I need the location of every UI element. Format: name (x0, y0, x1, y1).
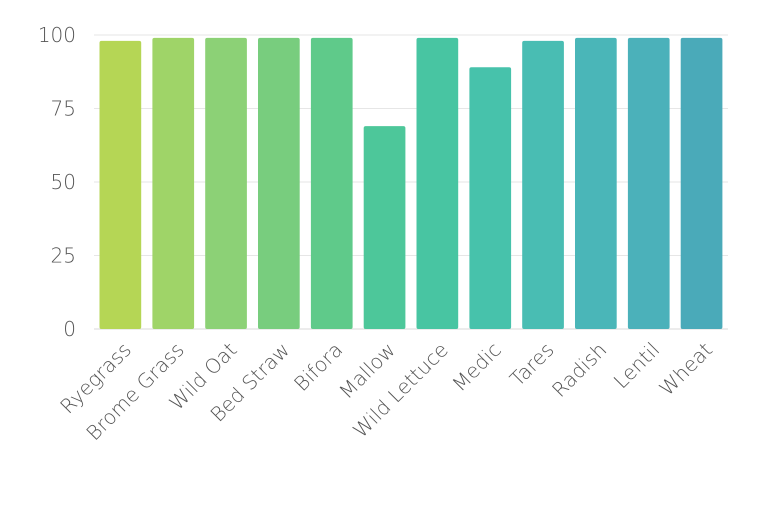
bar-wild-lettuce (416, 37, 459, 330)
bar-tares (522, 40, 564, 330)
bar-lentil (627, 37, 670, 330)
x-category-label: Wheat (654, 338, 717, 401)
bar-wheat (680, 37, 723, 330)
bar-bifora (310, 37, 353, 330)
y-tick-label: 75 (51, 97, 76, 121)
bar-wild-oat (205, 37, 247, 330)
bar-medic (469, 67, 512, 330)
bar-brome-grass (152, 37, 195, 330)
bar-mallow (363, 126, 406, 329)
y-tick-label: 25 (51, 244, 76, 268)
bar-bed-straw (258, 37, 300, 330)
gridlines (94, 34, 728, 330)
y-axis-ticks: 0 25 50 75 100 (38, 23, 76, 341)
bar-radish (575, 37, 617, 330)
bars (99, 37, 723, 330)
y-tick-label: 0 (63, 317, 76, 341)
x-category-label: Medic (447, 338, 506, 397)
x-category-label: Radish (547, 338, 611, 402)
bar-ryegrass (99, 40, 142, 330)
y-tick-label: 50 (51, 170, 76, 194)
y-tick-label: 100 (38, 23, 76, 47)
